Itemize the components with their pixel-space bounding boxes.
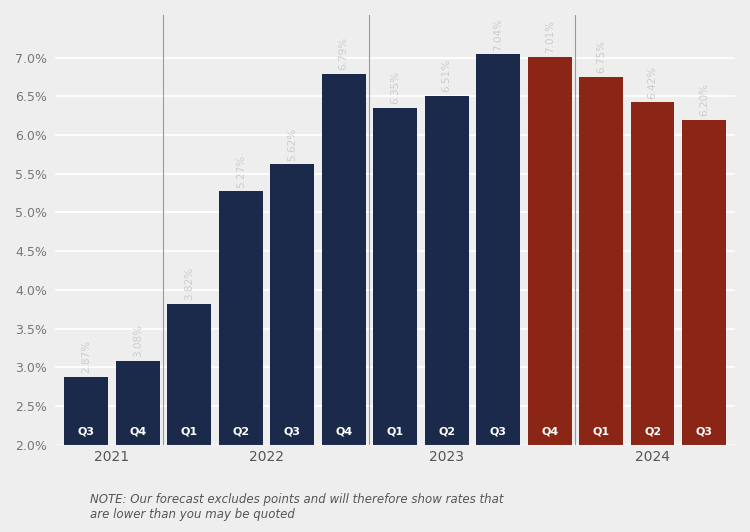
Text: Q4: Q4 [335,427,352,437]
Bar [116,361,160,445]
Text: Q3: Q3 [284,427,301,437]
Text: Q1: Q1 [181,427,198,437]
Bar [424,96,469,445]
Bar [322,74,365,445]
Text: 6.79%: 6.79% [339,37,349,70]
Text: Q3: Q3 [78,427,94,437]
Text: 6.35%: 6.35% [390,71,400,104]
Text: 5.62%: 5.62% [287,127,297,161]
Text: Q4: Q4 [129,427,146,437]
Text: Q4: Q4 [541,427,558,437]
Text: 2021: 2021 [94,450,130,464]
Text: 2.87%: 2.87% [81,340,92,373]
Bar [374,108,417,445]
Bar [476,54,520,445]
Text: 2024: 2024 [635,450,670,464]
Text: Q1: Q1 [592,427,610,437]
Text: 2023: 2023 [429,450,464,464]
Text: 2022: 2022 [249,450,284,464]
Text: Q2: Q2 [438,427,455,437]
Bar [528,57,572,445]
Text: Q1: Q1 [386,427,404,437]
Text: 7.04%: 7.04% [494,18,503,51]
Text: Q2: Q2 [644,427,662,437]
Text: 6.51%: 6.51% [442,59,452,92]
Bar [579,77,623,445]
Text: NOTE: Our forecast excludes points and will therefore show rates that
are lower : NOTE: Our forecast excludes points and w… [90,493,503,521]
Text: 7.01%: 7.01% [544,20,555,53]
Bar [270,164,314,445]
Text: 5.27%: 5.27% [236,154,246,188]
Bar [64,377,108,445]
Text: Q3: Q3 [490,427,507,437]
Bar [219,192,262,445]
Bar [631,103,674,445]
Text: 6.75%: 6.75% [596,40,606,73]
Text: Q3: Q3 [695,427,712,437]
Text: 6.42%: 6.42% [647,65,658,98]
Bar [167,304,211,445]
Bar [682,120,726,445]
Text: 3.08%: 3.08% [133,324,142,357]
Text: Q2: Q2 [232,427,249,437]
Text: 3.82%: 3.82% [184,267,194,300]
Text: 6.20%: 6.20% [699,82,709,115]
